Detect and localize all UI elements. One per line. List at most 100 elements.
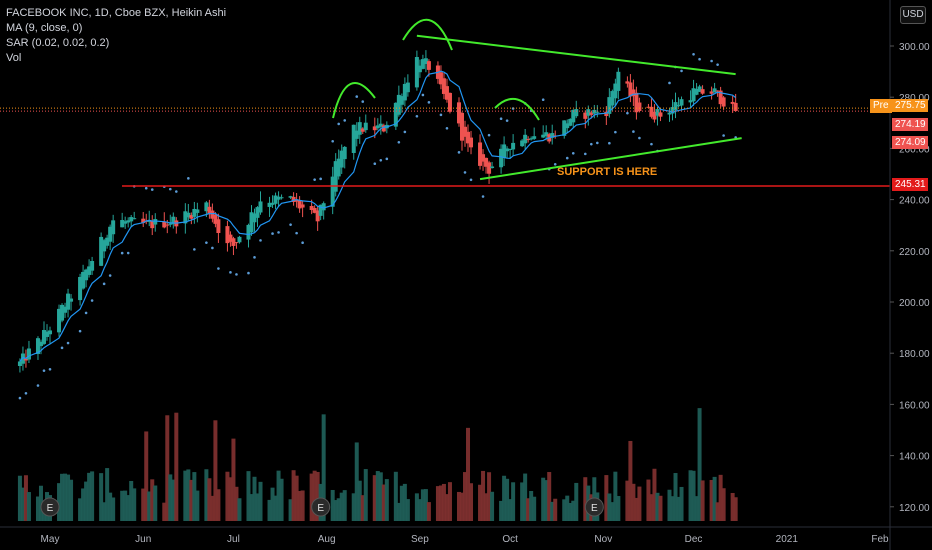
volume-bar	[141, 488, 146, 521]
sar-dot	[463, 171, 467, 174]
volume-bar	[691, 470, 696, 521]
candle-body	[571, 110, 576, 123]
volume-bar	[438, 485, 443, 521]
volume-bar	[66, 474, 71, 521]
pattern-arc-1	[332, 81, 376, 119]
volume-bar	[252, 476, 257, 521]
candle-body	[655, 109, 660, 116]
volume-bar	[583, 477, 588, 521]
earnings-marker-label: E	[591, 503, 598, 514]
earnings-marker	[40, 497, 60, 517]
time-axis-tick: Dec	[685, 534, 703, 545]
volume-bar	[195, 490, 200, 521]
volume-bar	[550, 501, 555, 521]
volume-bar	[655, 492, 660, 521]
sar-dot	[108, 274, 112, 277]
candle-body	[210, 210, 215, 219]
volume-bar	[526, 498, 531, 521]
candle-body	[541, 134, 546, 138]
volume-bar	[258, 481, 263, 521]
candle-body	[17, 361, 22, 366]
volume-bar	[673, 473, 678, 521]
candle-body	[150, 220, 155, 229]
candle-body	[102, 240, 107, 252]
sar-dot	[487, 133, 491, 137]
volume-bar	[426, 502, 431, 521]
current-price-tag: 275.75	[892, 99, 928, 112]
candle-body	[721, 97, 726, 107]
volume-bar	[357, 480, 362, 521]
sar-dot	[168, 187, 172, 191]
candle-body	[330, 176, 335, 207]
sar-dot	[187, 177, 190, 180]
candle-body	[294, 199, 299, 202]
candle-body	[444, 86, 449, 100]
candle-body	[126, 220, 131, 223]
candle-body	[183, 211, 188, 224]
volume-bar	[499, 500, 504, 521]
candle-body	[225, 226, 230, 244]
candle-body	[189, 215, 194, 219]
ma-line	[19, 70, 737, 362]
sar-indicator-label[interactable]: SAR (0.02, 0.02, 0.2)	[6, 37, 110, 49]
candle-body	[652, 111, 657, 120]
candle-body	[667, 112, 672, 115]
candle-body	[258, 201, 263, 213]
sar-dot	[337, 122, 341, 126]
sar-dot	[650, 142, 653, 146]
volume-bar	[189, 479, 194, 521]
price-axis-tick: 220.00	[899, 247, 930, 258]
volume-indicator-label[interactable]: Vol	[6, 52, 22, 64]
sar-dot	[626, 111, 629, 115]
candle-body	[38, 341, 43, 347]
volume-bar	[520, 482, 525, 521]
candle-body	[363, 122, 368, 131]
candle-body	[423, 58, 428, 65]
volume-bar	[444, 494, 449, 521]
candle-body	[562, 120, 567, 136]
volume-bar	[87, 472, 92, 521]
candle-body	[625, 81, 630, 84]
volume-bar	[237, 498, 242, 521]
volume-bar	[478, 484, 483, 521]
earnings-marker-label: E	[47, 503, 54, 514]
volume-bar	[150, 479, 155, 521]
volume-bar	[712, 476, 717, 521]
candle-body	[484, 157, 489, 167]
candle-body	[81, 271, 86, 289]
candle-body	[502, 144, 507, 159]
candle-body	[192, 208, 197, 217]
volume-bar	[676, 496, 681, 521]
volume-bar	[634, 497, 639, 521]
candle-body	[35, 338, 40, 355]
volume-bar	[363, 469, 368, 521]
candle-body	[511, 142, 516, 150]
candle-body	[279, 197, 284, 199]
volume-bar	[60, 473, 65, 521]
symbol-title[interactable]: FACEBOOK INC, 1D, Cboe BZX, Heikin Ashi	[6, 7, 227, 19]
volume-bar	[505, 478, 510, 521]
volume-bar	[523, 473, 528, 521]
volume-bar	[447, 482, 452, 521]
sar-dot	[722, 134, 725, 137]
volume-bar	[288, 499, 293, 521]
volume-bar	[153, 485, 158, 521]
candle-body	[544, 132, 549, 137]
volume-bar	[342, 490, 347, 521]
ma-indicator-label[interactable]: MA (9, close, 0)	[6, 22, 83, 34]
candle-body	[165, 224, 170, 226]
sar-dot	[259, 239, 262, 242]
volume-bar	[481, 470, 486, 521]
candle-body	[312, 208, 317, 213]
price-axis-tick: 180.00	[899, 349, 930, 360]
candle-body	[60, 304, 65, 321]
volume-bar	[225, 471, 230, 521]
volume-bar	[279, 478, 284, 521]
candle-body	[195, 209, 200, 213]
volume-bar	[652, 468, 657, 521]
candle-body	[339, 150, 344, 168]
currency-button[interactable]: USD	[900, 6, 926, 24]
candle-body	[69, 298, 74, 302]
volume-bar	[26, 492, 31, 521]
